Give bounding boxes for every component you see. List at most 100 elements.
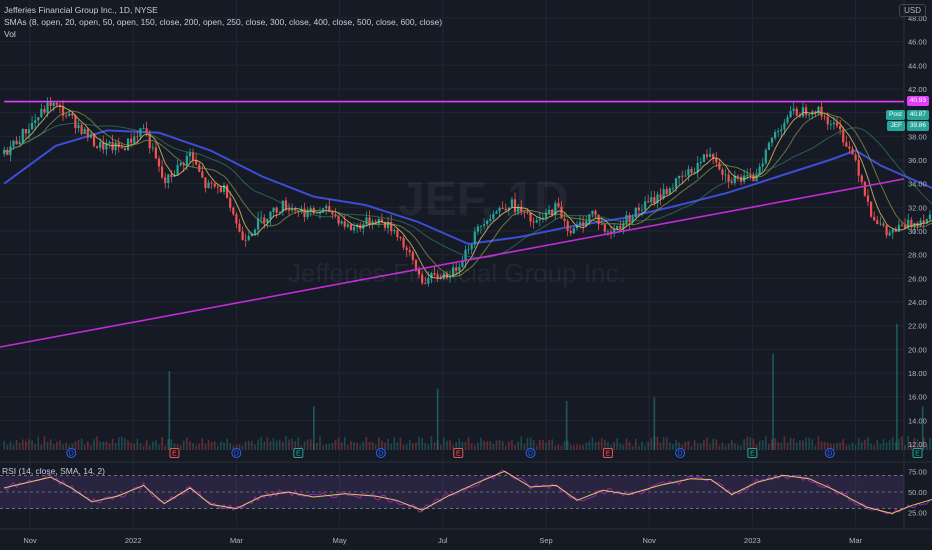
- event-marker: [747, 448, 758, 458]
- candle-body: [647, 201, 650, 203]
- candle-body: [891, 229, 894, 233]
- volume-bar: [814, 445, 817, 450]
- candle-body: [297, 210, 300, 213]
- price-axis-label: 12.00: [908, 440, 927, 449]
- candle-body: [854, 154, 857, 160]
- event-marker: [912, 448, 923, 458]
- volume-bar: [594, 442, 597, 450]
- volume-bar: [916, 439, 919, 450]
- volume-bar: [161, 437, 163, 450]
- candle-body: [266, 218, 269, 223]
- candle-body: [117, 142, 120, 148]
- volume-bar: [604, 439, 606, 450]
- resistance-price-tag: 40.93: [906, 96, 929, 106]
- volume-bar: [477, 442, 479, 450]
- candle-body: [888, 232, 891, 236]
- volume-bar: [114, 443, 117, 450]
- candle-body: [232, 207, 235, 215]
- volume-bar: [774, 438, 776, 450]
- currency-button[interactable]: USD: [899, 4, 926, 17]
- volume-bar: [43, 436, 46, 450]
- time-axis-label: Mar: [849, 536, 862, 545]
- post-price-tag: 40.87: [906, 110, 929, 120]
- volume-bar: [353, 441, 355, 450]
- volume-bar: [381, 440, 383, 450]
- candle-body: [188, 152, 192, 156]
- candle-body: [244, 239, 247, 241]
- candle-body: [80, 125, 83, 135]
- candle-body: [582, 222, 585, 227]
- volume-bar: [18, 443, 21, 450]
- volume-bar: [542, 439, 544, 450]
- candle-body: [328, 206, 331, 213]
- event-marker-label: D: [378, 451, 383, 458]
- volume-bar: [563, 441, 566, 450]
- price-axis-label: 14.00: [908, 416, 927, 425]
- candle-body: [650, 197, 653, 203]
- volume-bar: [443, 437, 445, 450]
- candle-body: [191, 152, 195, 160]
- volume-bar: [226, 438, 228, 450]
- candle-body: [414, 259, 418, 269]
- candle-body: [774, 132, 777, 138]
- candle-body: [789, 110, 792, 118]
- volume-bar: [690, 445, 693, 450]
- volume-bar: [3, 441, 5, 450]
- candle-body: [876, 220, 879, 224]
- candle-body: [95, 146, 99, 148]
- volume-bar: [124, 438, 126, 450]
- candle-body: [352, 227, 356, 231]
- candle-body: [569, 230, 572, 234]
- volume-bar: [613, 441, 615, 450]
- volume-bar: [625, 438, 628, 450]
- volume-bar: [449, 439, 451, 450]
- candle-body: [653, 197, 656, 204]
- candle-body: [238, 223, 241, 232]
- volume-bar: [40, 444, 43, 450]
- volume-bar: [777, 442, 779, 450]
- volume-bar: [600, 438, 603, 450]
- volume-bar: [693, 439, 696, 450]
- volume-bar: [811, 439, 814, 450]
- sma-legend: SMAs (8, open, 20, open, 50, open, 150, …: [4, 17, 443, 27]
- volume-bar: [77, 439, 80, 450]
- volume-bar: [820, 441, 823, 450]
- volume-bar: [734, 443, 736, 450]
- candle-body: [139, 128, 142, 137]
- volume-bar: [836, 443, 838, 450]
- volume-bar: [752, 438, 755, 450]
- volume-bar: [706, 437, 708, 450]
- candle-body: [164, 177, 167, 183]
- candle-body: [808, 114, 811, 116]
- candle-body: [380, 219, 384, 223]
- volume-bar: [582, 444, 584, 450]
- volume-bar: [464, 441, 467, 450]
- candle-body: [501, 207, 504, 209]
- candle-body: [851, 148, 854, 155]
- post-label-tag: Post: [885, 110, 905, 120]
- volume-bar: [539, 439, 541, 450]
- candle-body: [417, 268, 421, 275]
- candle-body: [213, 183, 216, 187]
- candle-body: [393, 230, 396, 232]
- candle-body: [547, 209, 551, 213]
- candle-body: [241, 231, 244, 240]
- candle-body: [179, 163, 182, 166]
- volume-bar: [387, 438, 389, 450]
- candle-body: [529, 212, 532, 222]
- volume-bar: [254, 444, 256, 450]
- volume-bar: [730, 439, 733, 450]
- volume-spike: [772, 353, 774, 450]
- candle-body: [835, 122, 839, 126]
- volume-bar: [28, 439, 30, 450]
- volume-bar: [548, 440, 550, 450]
- candle-body: [40, 108, 43, 118]
- candle-body: [907, 219, 910, 229]
- candle-body: [15, 140, 18, 145]
- volume-bar: [743, 438, 745, 450]
- volume-bar: [278, 439, 281, 450]
- volume-bar: [179, 445, 182, 450]
- volume-bar: [888, 440, 891, 450]
